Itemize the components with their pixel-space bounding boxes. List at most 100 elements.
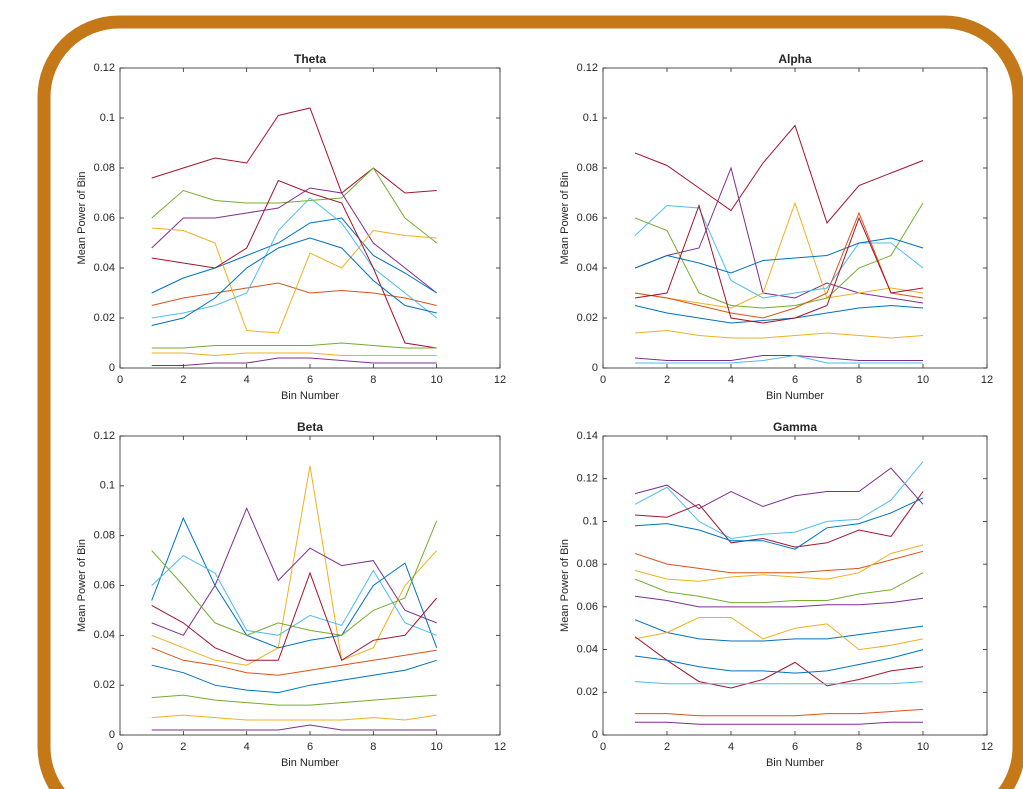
series-line — [151, 357, 437, 366]
chart-title: Alpha — [778, 52, 812, 66]
x-tick-label: 12 — [981, 741, 993, 753]
y-tick-label: 0.06 — [94, 579, 115, 591]
y-tick-label: 0.08 — [577, 162, 598, 174]
frame-border — [37, 15, 1023, 789]
y-tick-label: 0.02 — [94, 312, 115, 324]
x-tick-label: 0 — [117, 374, 123, 386]
x-tick-label: 0 — [600, 374, 606, 386]
series-line — [634, 202, 924, 309]
x-tick-label: 4 — [728, 374, 734, 386]
axes-background — [120, 68, 500, 368]
series-line — [151, 342, 437, 349]
series-line — [634, 467, 924, 510]
series-line — [634, 461, 924, 540]
series-line — [151, 724, 437, 731]
series-line — [151, 659, 437, 694]
x-tick-label: 8 — [856, 741, 862, 753]
x-tick-label: 10 — [431, 374, 443, 386]
y-tick-label: 0.08 — [94, 530, 115, 542]
series-line — [151, 227, 437, 334]
x-tick-label: 6 — [792, 374, 798, 386]
y-tick-label: 0.06 — [94, 212, 115, 224]
x-tick-label: 12 — [981, 374, 993, 386]
x-tick-label: 10 — [431, 741, 443, 753]
x-axis-label: Bin Number — [766, 390, 824, 402]
series-line — [151, 107, 437, 194]
series-line — [634, 572, 924, 604]
series-line — [634, 595, 924, 608]
x-tick-label: 4 — [244, 374, 250, 386]
y-axis-label: Mean Power of Bin — [76, 172, 88, 265]
y-tick-label: 0.02 — [577, 312, 598, 324]
y-tick-label: 0.12 — [94, 430, 115, 442]
y-tick-label: 0.1 — [583, 515, 598, 527]
series-line — [151, 647, 437, 676]
x-tick-label: 8 — [370, 741, 376, 753]
x-tick-label: 0 — [600, 741, 606, 753]
series-line — [151, 187, 438, 294]
x-tick-label: 4 — [728, 741, 734, 753]
x-tick-label: 2 — [664, 374, 670, 386]
y-tick-label: 0.04 — [94, 629, 115, 641]
y-tick-label: 0 — [109, 362, 115, 374]
series-line — [634, 681, 924, 685]
x-tick-label: 6 — [792, 741, 798, 753]
axes-background — [120, 436, 500, 735]
series-line — [634, 203, 924, 324]
y-tick-label: 0.06 — [577, 601, 598, 613]
series-line — [634, 619, 924, 642]
y-tick-label: 0.12 — [577, 473, 598, 485]
axes-background — [603, 436, 987, 735]
series-line — [151, 520, 438, 636]
series-line — [151, 465, 438, 666]
chart-title: Theta — [294, 52, 326, 66]
series-line — [635, 708, 924, 717]
y-tick-label: 0.02 — [577, 686, 598, 698]
y-axis-label: Mean Power of Bin — [559, 172, 571, 265]
series-line — [151, 714, 437, 721]
series-line — [151, 516, 438, 649]
y-tick-label: 0.08 — [94, 162, 115, 174]
series-line — [151, 197, 438, 319]
x-axis-label: Bin Number — [281, 757, 339, 769]
series-line — [151, 554, 437, 636]
x-axis-label: Bin Number — [766, 757, 824, 769]
y-tick-label: 0.12 — [577, 62, 598, 74]
series-line — [634, 304, 924, 324]
y-axis-label: Mean Power of Bin — [559, 539, 571, 632]
y-tick-label: 0.04 — [577, 262, 598, 274]
x-tick-label: 8 — [856, 374, 862, 386]
x-tick-label: 8 — [370, 374, 376, 386]
series-line — [634, 329, 924, 339]
x-tick-label: 2 — [180, 741, 186, 753]
series-line — [634, 124, 924, 225]
series-line — [634, 649, 924, 674]
x-tick-label: 2 — [664, 741, 670, 753]
y-tick-label: 0 — [592, 362, 598, 374]
chart-title: Gamma — [773, 420, 817, 434]
y-tick-label: 0.04 — [94, 262, 115, 274]
y-tick-label: 0 — [592, 729, 598, 741]
series-line — [634, 491, 924, 548]
series-line — [634, 636, 924, 689]
x-tick-label: 10 — [917, 374, 929, 386]
x-tick-label: 12 — [494, 741, 506, 753]
x-tick-label: 4 — [244, 741, 250, 753]
series-line — [151, 352, 437, 357]
series-line — [634, 550, 924, 574]
x-tick-label: 2 — [180, 374, 186, 386]
y-tick-label: 0.1 — [100, 112, 115, 124]
x-tick-label: 6 — [307, 374, 313, 386]
series-line — [151, 694, 437, 706]
series-line — [151, 282, 437, 306]
series-line — [151, 507, 437, 636]
y-tick-label: 0.04 — [577, 643, 598, 655]
series-line — [151, 237, 437, 326]
series-line — [635, 721, 923, 725]
series-line — [634, 617, 924, 651]
series-line — [634, 355, 923, 361]
series-line — [634, 237, 924, 274]
x-tick-label: 10 — [917, 741, 929, 753]
y-tick-label: 0.06 — [577, 212, 598, 224]
